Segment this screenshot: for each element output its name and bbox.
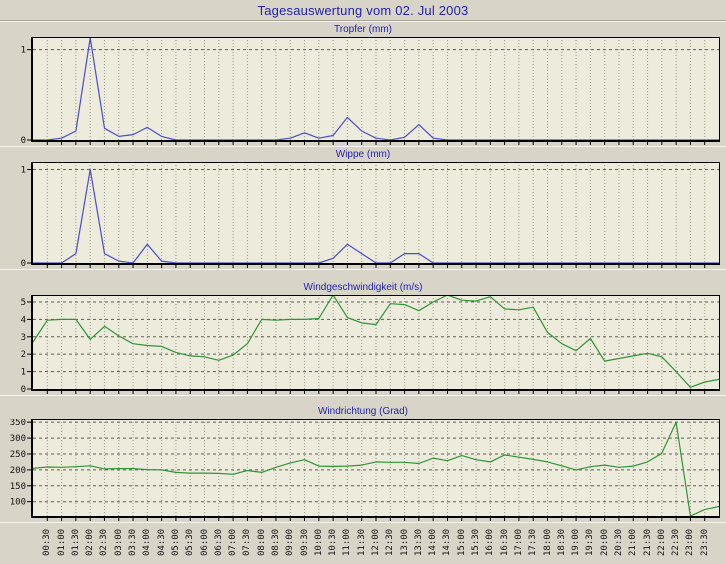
x-tick-label: 10:00 [313, 528, 324, 556]
x-tick-label: 14:30 [442, 528, 453, 556]
x-tick-label: 02:00 [85, 528, 96, 556]
svg-text:1: 1 [21, 368, 26, 378]
svg-text:300: 300 [10, 434, 26, 444]
x-tick-label: 05:00 [170, 528, 181, 556]
x-tick-label: 23:00 [685, 528, 696, 556]
svg-text:250: 250 [10, 450, 26, 460]
chart-canvas-tropfer: 01 [21, 37, 720, 146]
x-tick-label: 12:00 [371, 528, 381, 556]
chart-title-wippe: Wippe (mm) [335, 149, 391, 160]
x-tick-label: 08:00 [256, 528, 267, 556]
svg-text:1: 1 [21, 46, 26, 56]
chart-section-windrichtung: Windrichtung (Grad) 100 150 200 250 300 350 [0, 395, 726, 522]
x-tick-label: 06:00 [199, 528, 210, 556]
x-tick-label: 18:30 [556, 528, 567, 556]
x-tick-label: 07:00 [228, 528, 239, 556]
svg-text:2: 2 [21, 350, 26, 360]
x-tick-label: 09:00 [285, 528, 296, 556]
x-tick-label: 00:30 [42, 528, 53, 556]
svg-text:1: 1 [21, 165, 26, 175]
svg-text:4: 4 [21, 315, 26, 325]
x-tick-label: 10:30 [328, 528, 339, 556]
chart-canvas-windgeschwindigkeit: 0 1 2 3 4 5 [21, 295, 720, 395]
x-tick-label: 21:30 [642, 528, 653, 556]
chart-section-windgeschwindigkeit: Windgeschwindigkeit (m/s) 0 1 2 3 4 5 [0, 269, 726, 395]
x-tick-label: 08:30 [270, 528, 281, 556]
x-tick-label: 14:00 [428, 528, 439, 556]
x-tick-label: 11:00 [342, 528, 353, 556]
x-tick-label: 03:00 [113, 528, 124, 556]
chart-title-windrichtung: Windrichtung (Grad) [317, 406, 409, 417]
x-tick-label: 13:30 [413, 528, 424, 556]
x-tick-label: 15:30 [471, 528, 482, 556]
svg-text:0: 0 [21, 259, 26, 269]
chart-canvas-windrichtung: 100 150 200 250 300 350 [10, 419, 720, 521]
x-tick-label: 18:00 [542, 528, 553, 556]
x-tick-label: 19:00 [571, 528, 582, 556]
x-tick-label: 09:30 [299, 528, 310, 556]
chart-title-tropfer: Tropfer (mm) [334, 24, 392, 35]
x-tick-label: 12:30 [385, 528, 396, 556]
x-tick-label: 20:00 [599, 528, 610, 556]
x-tick-label: 02:30 [99, 528, 110, 556]
x-tick-label: 04:30 [156, 528, 167, 556]
x-tick-label: 23:30 [699, 528, 710, 556]
x-axis-labels: 00:30 01:00 01:30 02:00 02:30 03:00 03:30 04:00… [0, 522, 726, 564]
x-tick-label: 06:30 [213, 528, 224, 556]
page-title: Tagesauswertung vom 02. Jul 2003 [0, 0, 726, 21]
svg-text:350: 350 [10, 419, 26, 428]
x-tick-label: 20:30 [613, 528, 624, 556]
x-tick-label: 21:00 [628, 528, 639, 556]
svg-text:100: 100 [10, 498, 26, 508]
svg-text:150: 150 [10, 482, 26, 492]
x-tick-label: 22:00 [656, 528, 667, 556]
chart-title-windgeschwindigkeit: Windgeschwindigkeit (m/s) [303, 282, 423, 293]
x-tick-label: 04:00 [142, 528, 153, 556]
x-tick-label: 16:00 [485, 528, 496, 556]
svg-text:3: 3 [21, 333, 26, 343]
x-tick-label: 17:00 [513, 528, 524, 556]
x-tick-label: 19:30 [585, 528, 596, 556]
x-tick-label: 16:30 [499, 528, 510, 556]
x-tick-label: 01:30 [70, 528, 81, 556]
x-tick-label: 17:30 [528, 528, 539, 556]
x-tick-label: 01:00 [56, 528, 67, 556]
x-tick-label: 13:00 [399, 528, 410, 556]
chart-canvas-wippe: 01 [21, 162, 720, 269]
svg-text:0: 0 [21, 136, 26, 146]
x-tick-label: 07:30 [242, 528, 253, 556]
x-tick-label: 05:30 [185, 528, 196, 556]
x-tick-label: 03:30 [128, 528, 139, 556]
x-tick-label: 22:30 [671, 528, 682, 556]
x-tick-label: 15:00 [456, 528, 467, 556]
x-tick-label: 11:30 [356, 528, 367, 556]
svg-text:5: 5 [21, 298, 26, 308]
svg-text:0: 0 [21, 385, 26, 395]
svg-text:200: 200 [10, 466, 26, 476]
